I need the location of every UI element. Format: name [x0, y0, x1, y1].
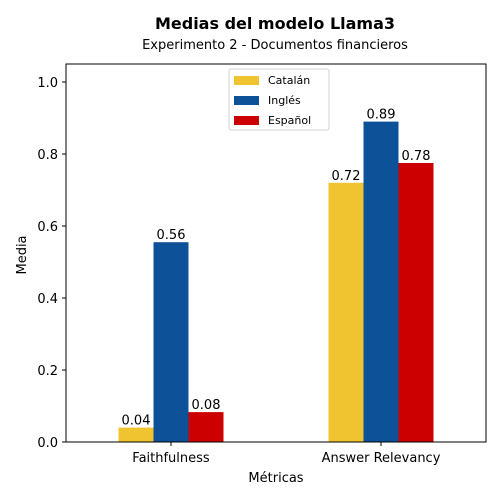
- x-axis: Faithfulness Answer Relevancy: [132, 442, 441, 466]
- bar: [153, 242, 189, 442]
- bar: [398, 163, 434, 442]
- y-tick-label: 0.8: [37, 148, 58, 163]
- plot-area: 0.04 0.56 0.08 0.72 0.89 0.78: [118, 108, 434, 443]
- y-tick-label: 0.2: [37, 364, 58, 379]
- y-tick-label: 0.4: [37, 292, 58, 307]
- data-label: 0.72: [332, 169, 361, 184]
- y-tick-label: 0.0: [37, 436, 58, 451]
- y-axis-label: Media: [15, 235, 30, 274]
- bar: [363, 121, 399, 442]
- chart-subtitle: Experimento 2 - Documentos financieros: [142, 38, 408, 53]
- legend: Catalán Inglés Español: [228, 68, 330, 131]
- x-tick-label: Faithfulness: [132, 451, 210, 466]
- y-tick-label: 1.0: [37, 76, 58, 91]
- legend-swatch: [234, 116, 259, 125]
- legend-swatch: [234, 96, 259, 105]
- bar: [188, 412, 224, 442]
- bar: [328, 182, 364, 443]
- x-tick-label: Answer Relevancy: [322, 451, 441, 466]
- data-label: 0.04: [122, 414, 151, 429]
- y-tick-label: 0.6: [37, 220, 58, 235]
- plot-frame: [65, 63, 487, 443]
- legend-swatch: [234, 76, 259, 85]
- y-axis: 0.0 0.2 0.4 0.6 0.8 1.0: [37, 76, 66, 451]
- x-axis-label: Métricas: [248, 471, 303, 486]
- data-label: 0.08: [192, 398, 221, 413]
- legend-item: Inglés: [268, 94, 301, 107]
- data-label: 0.56: [157, 228, 186, 243]
- legend-item: Español: [268, 114, 311, 127]
- data-label: 0.78: [402, 149, 431, 164]
- data-label: 0.89: [367, 108, 396, 123]
- chart-title: Medias del modelo Llama3: [155, 14, 395, 33]
- legend-item: Catalán: [268, 74, 310, 87]
- bar: [118, 427, 154, 442]
